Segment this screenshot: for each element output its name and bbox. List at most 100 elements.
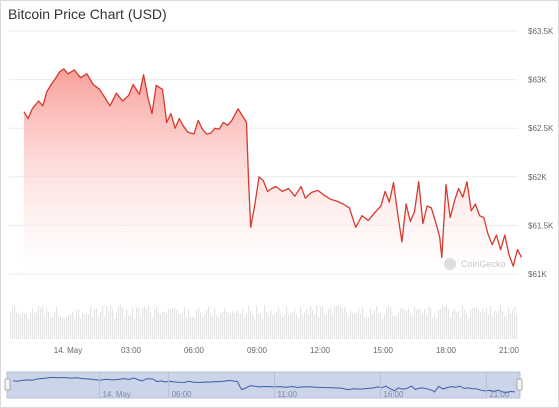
volume-bar (388, 305, 390, 339)
navigator-tick-label: 16:00 (383, 390, 404, 399)
volume-bar (252, 314, 254, 339)
volume-bar (460, 317, 462, 339)
volume-bar (230, 313, 232, 339)
price-area (23, 68, 523, 275)
volume-bar (192, 316, 194, 339)
volume-bar (164, 311, 166, 339)
volume-bar (278, 307, 280, 339)
volume-bar (276, 312, 278, 339)
volume-bar (72, 311, 74, 339)
volume-bar (442, 306, 444, 339)
volume-bar (186, 317, 188, 339)
volume-bar (484, 312, 486, 339)
volume-bar (184, 307, 186, 339)
volume-bar (322, 306, 324, 339)
volume-bar (468, 318, 470, 339)
volume-bar (272, 315, 274, 339)
volume-bar (90, 306, 92, 339)
volume-bar (308, 314, 310, 339)
volume-bar (408, 308, 410, 339)
volume-bar (436, 318, 438, 339)
volume-bar (306, 309, 308, 339)
navigator[interactable]: 14. May 06:00 11:00 16:00 21:00 (4, 371, 523, 399)
volume-bar (224, 308, 226, 339)
volume-bar (498, 311, 500, 339)
x-tick-label: 18:00 (436, 346, 457, 355)
volume-bar (488, 314, 490, 339)
volume-bar (260, 314, 262, 339)
volume-bar (386, 307, 388, 339)
volume-bar (188, 308, 190, 339)
volume-bar (480, 312, 482, 339)
navigator-tick-label: 14. May (102, 390, 130, 399)
volume-bar (30, 313, 32, 339)
coingecko-logo-icon (444, 258, 456, 270)
volume-bar (196, 310, 198, 339)
volume-bar (118, 306, 120, 339)
y-tick-label: $63K (528, 76, 547, 85)
volume-bar (368, 317, 370, 339)
x-tick-label: 06:00 (184, 346, 205, 355)
volume-bar (476, 306, 478, 339)
price-line[interactable] (23, 68, 523, 267)
volume-bar (66, 317, 68, 339)
x-tick-label: 03:00 (121, 346, 142, 355)
volume-bar (414, 306, 416, 339)
volume-bar (64, 318, 66, 339)
volume-bar (354, 313, 356, 339)
volume-bar (86, 313, 88, 339)
volume-bar (56, 306, 58, 339)
volume-bar (136, 307, 138, 339)
volume-bar (44, 315, 46, 339)
volume-bar (78, 309, 80, 339)
volume-bar (410, 312, 412, 339)
volume-bar (394, 316, 396, 339)
volume-bar (84, 315, 86, 339)
volume-bar (238, 313, 240, 339)
volume-bars (10, 305, 518, 339)
navigator-right-handle[interactable] (516, 378, 523, 391)
volume-bar (350, 309, 352, 339)
volume-bar (376, 306, 378, 339)
volume-bar (160, 314, 162, 339)
volume-bar (284, 315, 286, 339)
y-tick-label: $62K (528, 173, 547, 182)
volume-bar (318, 317, 320, 339)
volume-bar (58, 315, 60, 339)
volume-bar (298, 318, 300, 339)
volume-bar (204, 313, 206, 339)
volume-bar (16, 312, 18, 339)
volume-bar (10, 311, 12, 339)
volume-bar (416, 310, 418, 339)
volume-bar (332, 313, 334, 339)
navigator-left-handle[interactable] (4, 378, 11, 391)
volume-bar (88, 313, 90, 339)
volume-bar (154, 309, 156, 339)
volume-bar (40, 308, 42, 339)
volume-bar (52, 317, 54, 339)
volume-bar (258, 314, 260, 339)
volume-bar (382, 318, 384, 339)
volume-bar (402, 308, 404, 339)
navigator-selection[interactable] (6, 371, 521, 399)
volume-bar (412, 316, 414, 339)
volume-bar (24, 313, 26, 339)
volume-bar (60, 316, 62, 339)
chart-title: Bitcoin Price Chart (USD) (8, 6, 167, 22)
volume-bar (244, 317, 246, 339)
x-tick-label: 09:00 (247, 346, 268, 355)
volume-bar (398, 311, 400, 339)
volume-bar (464, 310, 466, 339)
volume-bar (130, 315, 132, 339)
volume-bar (466, 314, 468, 339)
volume-bar (214, 307, 216, 339)
volume-bar (358, 308, 360, 339)
volume-bar (242, 309, 244, 339)
volume-bar (428, 307, 430, 339)
volume-bar (380, 312, 382, 339)
volume-bar (366, 317, 368, 339)
volume-bar (142, 308, 144, 339)
volume-bar (438, 310, 440, 339)
